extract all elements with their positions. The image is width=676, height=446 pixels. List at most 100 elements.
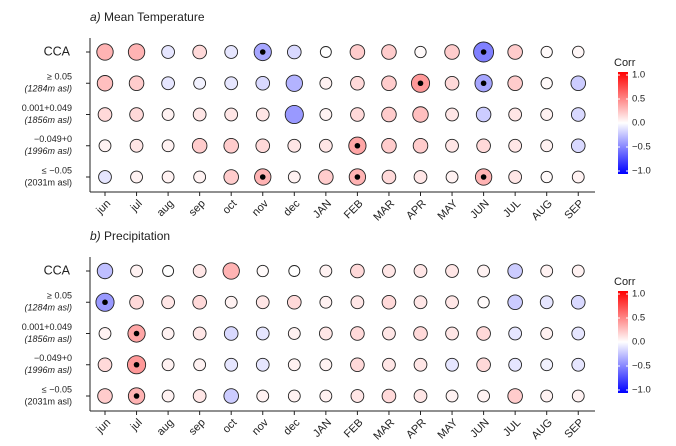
bubble	[319, 264, 333, 278]
bubble	[445, 107, 459, 122]
x-tick-label: SEP	[562, 198, 586, 222]
bubble	[350, 389, 365, 403]
legend-title: Corr	[614, 276, 636, 288]
bubble	[381, 169, 397, 185]
x-tick-label: jul	[128, 198, 145, 215]
bubble	[318, 169, 334, 185]
bubble	[284, 104, 304, 125]
bubble	[98, 170, 112, 184]
significance-dot	[480, 80, 487, 87]
colorbar-tick-label: 0.0	[632, 337, 645, 348]
bubble	[350, 263, 365, 279]
bubble	[161, 295, 175, 310]
bubble	[444, 75, 460, 91]
bubble	[571, 170, 585, 184]
bubble	[571, 389, 585, 403]
bubble	[319, 389, 333, 403]
bubble	[508, 357, 523, 372]
bubble	[224, 357, 239, 372]
bubble	[414, 45, 427, 59]
row-label: ≤ −0.05	[42, 165, 72, 175]
bubble	[445, 389, 459, 403]
bubble	[476, 138, 491, 154]
row-label: 0.001+0.049	[22, 103, 72, 113]
bubble	[161, 139, 175, 153]
bubble	[285, 74, 303, 92]
bubble	[571, 326, 586, 341]
x-tick-label: jul	[128, 417, 145, 434]
bubble	[477, 264, 490, 278]
significance-dot	[480, 49, 487, 55]
bubble	[445, 264, 459, 278]
colorbar-tick-label: 1.0	[632, 289, 645, 300]
row-label: ≥ 0.05	[47, 72, 72, 82]
bubble	[412, 137, 429, 154]
bubble	[193, 358, 207, 372]
bubble	[223, 326, 239, 341]
bubble	[477, 389, 490, 403]
significance-dot	[133, 393, 140, 399]
row-label: CCA	[44, 44, 71, 58]
bubble	[98, 327, 112, 340]
bubble	[193, 170, 207, 184]
significance-dot	[480, 174, 487, 180]
row-label: ≥ 0.05	[47, 291, 72, 301]
bubble	[381, 137, 397, 154]
x-tick-label: MAR	[371, 198, 397, 224]
bubble	[382, 326, 396, 341]
bubble	[413, 389, 428, 403]
significance-dot	[259, 174, 266, 180]
x-tick-label: AUG	[530, 417, 555, 442]
bubble	[572, 45, 585, 59]
x-tick-label: jun	[94, 198, 114, 218]
panel-title: a) Mean Temperature	[90, 10, 205, 24]
bubble	[350, 75, 365, 91]
bubble	[570, 75, 587, 91]
significance-dot	[354, 142, 361, 149]
bubble	[540, 264, 554, 278]
bubble	[508, 138, 523, 153]
bubble	[255, 357, 270, 372]
bubble	[477, 296, 490, 309]
bubble	[192, 44, 207, 60]
x-tick-label: FEB	[342, 417, 366, 441]
bubble	[288, 265, 301, 277]
panel-title-text: Precipitation	[104, 229, 170, 243]
bubble	[413, 170, 428, 184]
x-tick-label: MAR	[371, 417, 397, 443]
bubble	[539, 295, 554, 310]
bubble	[540, 389, 554, 403]
x-tick-label: MAY	[435, 416, 460, 441]
bubble	[382, 264, 396, 278]
bubble	[255, 107, 270, 122]
bubble	[540, 45, 553, 59]
bubble	[445, 138, 459, 153]
x-tick-label: AUG	[530, 198, 555, 223]
significance-dot	[133, 330, 140, 337]
significance-dot	[354, 174, 361, 180]
bubble	[127, 43, 146, 61]
x-tick-label: JUN	[468, 417, 492, 441]
bubble	[192, 294, 207, 310]
bubble	[381, 294, 397, 310]
x-tick-label: APR	[404, 417, 429, 442]
x-tick-label: oct	[221, 198, 240, 217]
row-label: CCA	[44, 263, 71, 277]
x-tick-label: aug	[155, 417, 176, 438]
row-label: −0.049+0	[34, 134, 72, 144]
significance-dot	[133, 361, 140, 368]
bubble	[130, 170, 143, 184]
colorbar-tick-label: 0.5	[632, 313, 645, 324]
bubble	[223, 137, 239, 154]
bubble	[540, 77, 553, 90]
bubble	[476, 357, 491, 373]
bubble	[96, 262, 114, 280]
row-sublabel: (2031m asl)	[24, 177, 72, 187]
x-tick-label: jun	[94, 417, 114, 437]
bubble	[319, 108, 333, 121]
bubble	[570, 138, 586, 154]
bubble	[287, 358, 301, 372]
bubble	[191, 137, 208, 154]
colorbar-tick-label: −1.0	[632, 166, 651, 177]
